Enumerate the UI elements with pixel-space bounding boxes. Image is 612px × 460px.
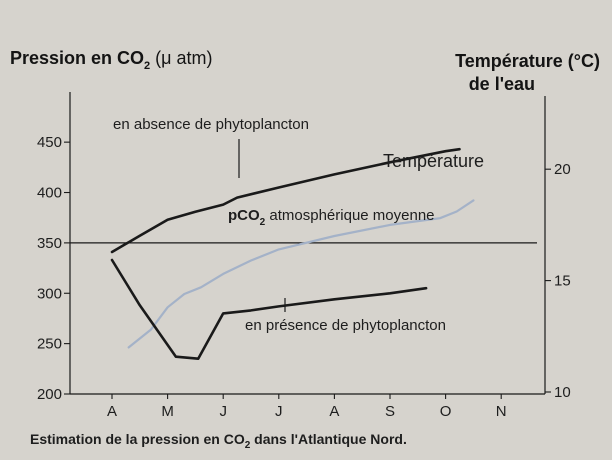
right-tick-label: 20 xyxy=(554,161,571,178)
left-tick-label: 350 xyxy=(37,235,62,252)
right-tick-label: 10 xyxy=(554,384,571,401)
caption: Estimation de la pression en CO2 dans l'… xyxy=(30,431,407,451)
left-tick-label: 250 xyxy=(37,336,62,353)
x-tick-label: J xyxy=(219,403,227,420)
series-label-presence: en présence de phytoplancton xyxy=(245,317,446,334)
series-line-absence xyxy=(110,147,461,254)
x-tick-label: A xyxy=(107,403,117,420)
x-tick-label: S xyxy=(385,403,395,420)
right-axis-title-line1: Température (°C) xyxy=(455,51,600,71)
ticks: 200 250 300 350 400 450 10 15 20 A M J J A S O N xyxy=(37,134,571,420)
series-lines xyxy=(110,147,475,360)
right-tick-label: 15 xyxy=(554,273,571,290)
left-tick-label: 300 xyxy=(37,285,62,302)
x-tick-label: M xyxy=(161,403,174,420)
x-tick-label: N xyxy=(496,403,507,420)
x-tick-label: A xyxy=(329,403,339,420)
left-axis-title: Pression en CO2 (μ atm) xyxy=(10,48,213,72)
left-tick-label: 400 xyxy=(37,185,62,202)
series-label-absence: en absence de phytoplancton xyxy=(113,116,309,133)
series-label-temperature: Température xyxy=(383,151,484,171)
reference-line-label: pCO2 atmosphérique moyenne xyxy=(228,207,435,228)
series-line-presence xyxy=(110,258,428,360)
series-line-temperature xyxy=(127,199,475,349)
left-tick-label: 450 xyxy=(37,134,62,151)
right-axis-title-line2: de l'eau xyxy=(469,74,535,94)
x-tick-label: J xyxy=(275,403,283,420)
left-tick-label: 200 xyxy=(37,386,62,403)
x-tick-label: O xyxy=(440,403,452,420)
